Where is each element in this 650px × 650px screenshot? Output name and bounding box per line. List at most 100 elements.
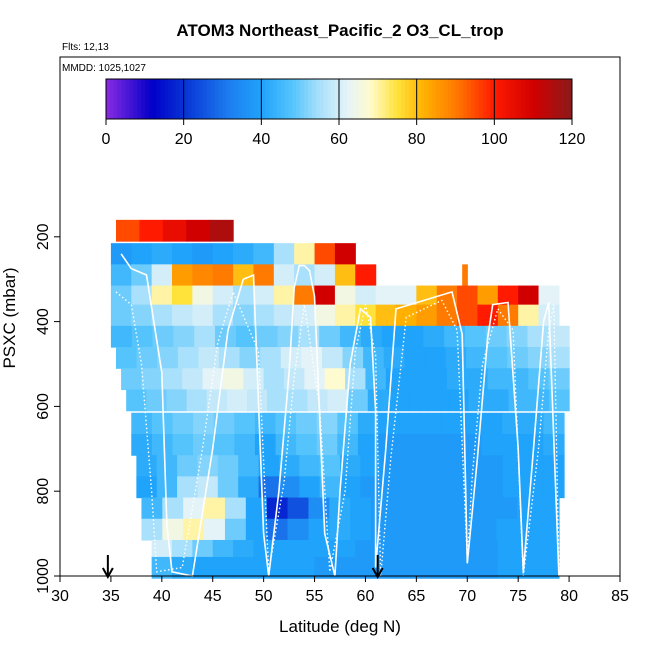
heatmap-cell [294, 539, 316, 562]
heatmap-cell [357, 433, 380, 456]
heatmap-cell [446, 368, 468, 391]
flight-turn-arrow [371, 555, 384, 580]
heatmap-cell [298, 325, 320, 348]
colorbar-segment [420, 79, 425, 119]
colorbar-segment [226, 79, 231, 119]
heatmap-cell [387, 389, 409, 412]
colorbar-segment [455, 79, 460, 119]
colorbar-segment [109, 79, 115, 119]
heatmap-cell [497, 285, 519, 308]
heatmap-cell [204, 497, 226, 520]
heatmap-cell [253, 243, 275, 265]
colorbar-segment [513, 79, 519, 119]
heatmap-cell [253, 539, 275, 562]
colorbar-segment [412, 79, 418, 119]
heatmap-cell [433, 497, 456, 520]
heatmap-cell [357, 412, 380, 435]
heatmap-cell [215, 325, 237, 348]
heatmap-cell [273, 285, 295, 308]
heatmap-cell [441, 476, 463, 499]
heatmap-cell [502, 476, 524, 499]
colorbar-tick-label: 20 [175, 131, 193, 148]
heatmap-cell [380, 455, 402, 477]
heatmap-cell [294, 304, 316, 327]
x-tick-label: 70 [458, 588, 476, 605]
heatmap-cell [440, 412, 462, 435]
heatmap-cell [151, 539, 173, 562]
heatmap-cell [460, 433, 483, 456]
colorbar-segment [346, 79, 352, 119]
heatmap-cell [363, 347, 385, 369]
heatmap-cell [253, 264, 275, 287]
heatmap-cell [186, 219, 211, 242]
colorbar-segment [183, 79, 189, 119]
colorbar-segment [405, 79, 410, 119]
heatmap-cell [131, 285, 153, 308]
heatmap-cell [198, 347, 220, 369]
heatmap-cell [412, 518, 435, 541]
colorbar-tick-label: 80 [408, 131, 426, 148]
heatmap-cell [396, 304, 417, 327]
colorbar-segment [540, 79, 546, 119]
heatmap-cell [131, 243, 153, 265]
heatmap-cell [278, 455, 300, 477]
colorbar-segment [331, 79, 336, 119]
colorbar-segment [424, 79, 429, 119]
heatmap-cell [273, 539, 295, 562]
heatmap-cell [307, 389, 329, 412]
colorbar-segment [214, 79, 220, 119]
colorbar-segment [206, 79, 212, 119]
heatmap-cell [121, 368, 143, 391]
heatmap-cell [177, 476, 199, 499]
heatmap-cell [424, 347, 447, 369]
heatmap-cell [462, 264, 468, 287]
colorbar-segment [265, 79, 270, 119]
heatmap-cell [314, 243, 336, 265]
colorbar-segment [354, 79, 359, 119]
heatmap-cell [233, 556, 255, 579]
heatmap-cell [527, 347, 550, 369]
heatmap-cell [416, 304, 438, 327]
heatmap-cell [421, 455, 443, 477]
colorbar-segment [339, 79, 344, 119]
heatmap-cell [436, 304, 458, 327]
colorbar-tick-label: 60 [330, 131, 348, 148]
colorbar-segment [366, 79, 371, 119]
heatmap-cell [371, 518, 393, 541]
heatmap-cell [233, 264, 255, 287]
heatmap-cell [182, 368, 204, 391]
heatmap-cell [156, 476, 178, 499]
colorbar-segment [323, 79, 328, 119]
heatmap-cell [433, 518, 456, 541]
colorbar-segment [106, 79, 111, 119]
heatmap-cell [162, 518, 184, 541]
heatmap-cell [314, 556, 336, 579]
heatmap-cell [477, 539, 499, 562]
heatmap-cell [301, 347, 323, 369]
heatmap-cell [321, 347, 344, 369]
x-axis-label: Latitude (deg N) [279, 617, 401, 636]
heatmap-cell [327, 389, 349, 412]
heatmap-cell [183, 497, 205, 520]
x-tick-label: 85 [611, 588, 629, 605]
heatmap-cell [402, 325, 424, 348]
heatmap-cell [238, 476, 260, 499]
colorbar-segment [311, 79, 317, 119]
heatmap-cell [172, 433, 194, 456]
heatmap-cell [440, 433, 462, 456]
colorbar-segment [482, 79, 488, 119]
heatmap-cell [360, 455, 382, 477]
heatmap-cell [212, 556, 234, 579]
colorbar-segment [245, 79, 251, 119]
heatmap-cell [233, 539, 255, 562]
heatmap-cell [157, 347, 179, 369]
heatmap-cell [457, 304, 479, 327]
heatmap-cell [224, 518, 247, 541]
colorbar-segment [556, 79, 561, 119]
heatmap-cell [131, 412, 153, 435]
heatmap-cell [502, 433, 524, 456]
colorbar-segment [160, 79, 165, 119]
colorbar-segment [175, 79, 181, 119]
colorbar-segment [284, 79, 290, 119]
heatmap-cell [131, 304, 153, 327]
